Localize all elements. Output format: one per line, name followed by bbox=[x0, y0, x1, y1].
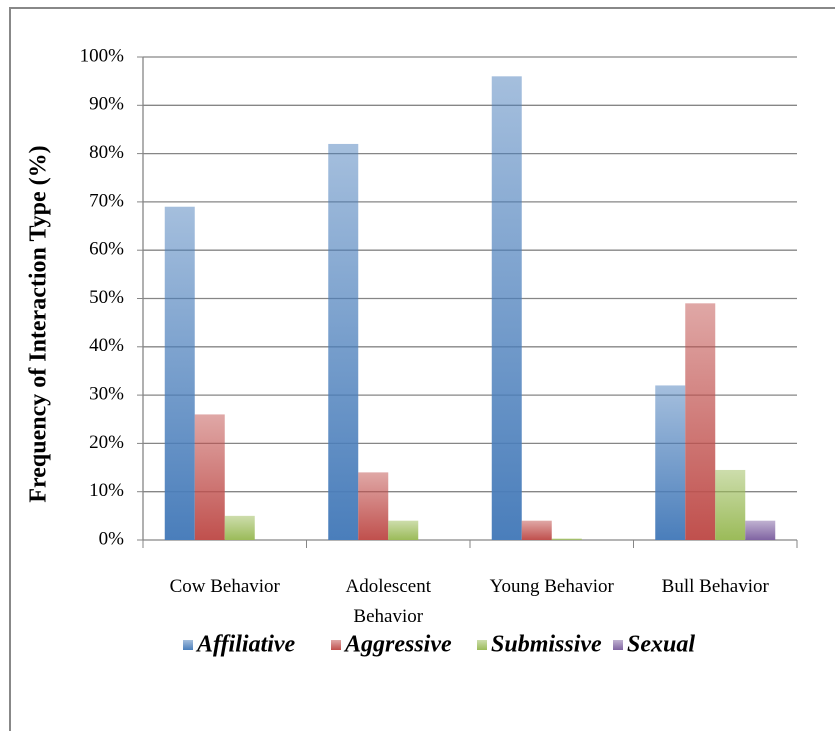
x-tick-label: Cow Behavior bbox=[169, 576, 280, 597]
bar bbox=[388, 520, 419, 540]
y-tick-label: 20% bbox=[89, 432, 124, 453]
y-tick-label: 70% bbox=[89, 190, 124, 211]
bar bbox=[194, 414, 225, 540]
legend-label: Sexual bbox=[627, 632, 695, 658]
y-tick-label: 100% bbox=[80, 45, 125, 66]
y-tick-label: 10% bbox=[89, 480, 124, 501]
bar bbox=[745, 520, 776, 540]
y-tick-label: 30% bbox=[89, 383, 124, 404]
legend-marker bbox=[331, 640, 341, 650]
y-tick-label: 40% bbox=[89, 335, 124, 356]
y-tick-label: 0% bbox=[99, 528, 125, 549]
x-tick-label: Young Behavior bbox=[489, 576, 614, 597]
bar bbox=[224, 515, 255, 540]
bar bbox=[655, 385, 686, 540]
x-tick-label: Adolescent Behavior bbox=[345, 576, 431, 627]
legend-marker bbox=[183, 640, 193, 650]
bar bbox=[551, 538, 582, 540]
legend-label: Affiliative bbox=[195, 632, 296, 658]
legend-label: Submissive bbox=[491, 632, 602, 658]
legend-label: Aggressive bbox=[343, 632, 452, 658]
y-axis-title: Frequency of Interaction Type (%) bbox=[26, 145, 52, 502]
bar bbox=[164, 206, 195, 541]
bar bbox=[328, 143, 359, 540]
bar bbox=[358, 472, 389, 540]
bar bbox=[491, 76, 522, 540]
y-tick-label: 50% bbox=[89, 287, 124, 308]
x-tick-label: Bull Behavior bbox=[661, 576, 769, 597]
bar bbox=[685, 303, 716, 540]
legend-marker bbox=[477, 640, 487, 650]
y-tick-label: 90% bbox=[89, 94, 124, 115]
y-tick-label: 60% bbox=[89, 239, 124, 260]
bar bbox=[521, 520, 552, 540]
y-tick-label: 80% bbox=[89, 142, 124, 163]
frame bbox=[9, 7, 835, 731]
legend-marker bbox=[613, 640, 623, 650]
bar bbox=[715, 469, 746, 540]
